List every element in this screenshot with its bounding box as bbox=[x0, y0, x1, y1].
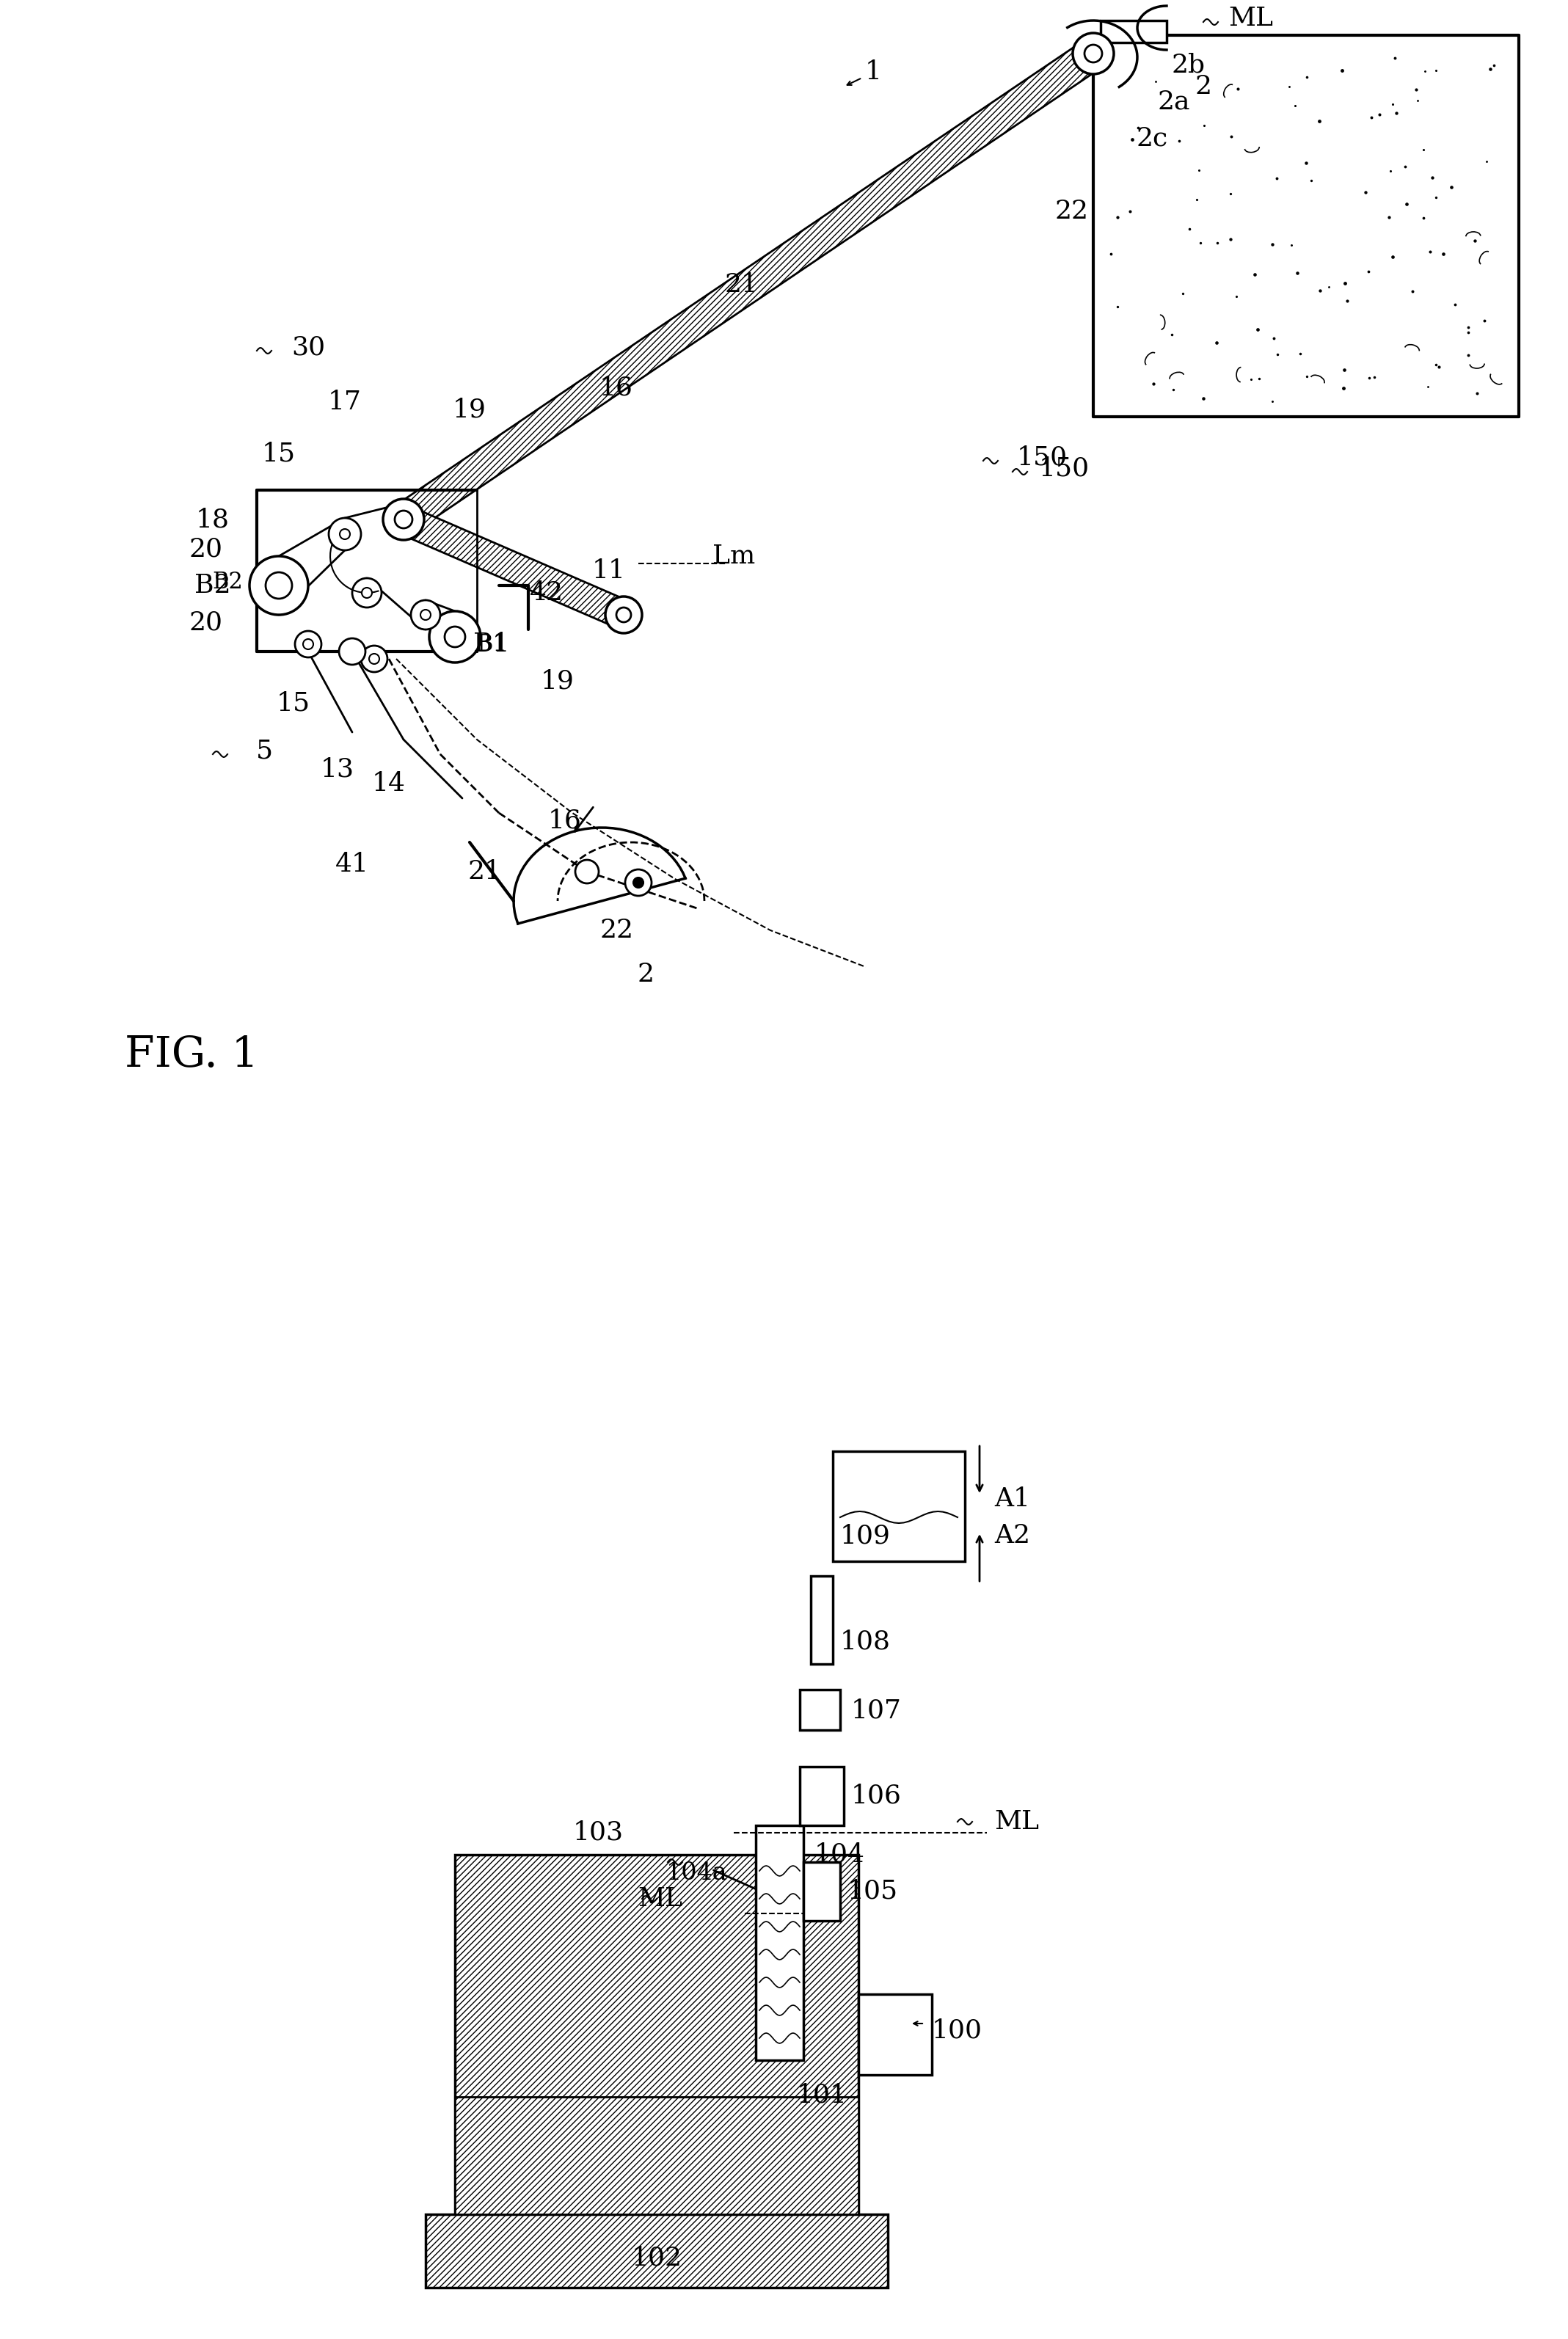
Circle shape bbox=[295, 632, 321, 657]
Circle shape bbox=[303, 639, 314, 650]
Text: 2b: 2b bbox=[1171, 51, 1206, 77]
Circle shape bbox=[353, 578, 381, 608]
Text: B1: B1 bbox=[477, 634, 506, 655]
Text: 13: 13 bbox=[320, 755, 354, 781]
Text: 150: 150 bbox=[1016, 444, 1068, 470]
Text: 22: 22 bbox=[599, 917, 633, 943]
Bar bbox=[800, 1689, 840, 1731]
Bar bbox=[858, 1995, 931, 2075]
Text: A2: A2 bbox=[994, 1523, 1030, 1548]
Text: 22: 22 bbox=[1054, 199, 1088, 225]
Bar bbox=[455, 1855, 858, 2215]
Text: B2: B2 bbox=[194, 573, 230, 599]
Bar bbox=[1101, 21, 1167, 42]
Text: 104: 104 bbox=[814, 1843, 866, 1867]
Text: 21: 21 bbox=[724, 271, 757, 297]
Text: 5: 5 bbox=[256, 739, 273, 763]
Circle shape bbox=[368, 653, 379, 664]
Circle shape bbox=[361, 646, 387, 671]
Circle shape bbox=[1073, 33, 1113, 75]
Text: 18: 18 bbox=[196, 508, 229, 531]
Text: 15: 15 bbox=[276, 690, 310, 716]
Text: 11: 11 bbox=[593, 559, 626, 582]
Bar bbox=[425, 2215, 887, 2288]
Text: 41: 41 bbox=[336, 851, 368, 877]
Circle shape bbox=[340, 529, 350, 540]
Text: 2: 2 bbox=[1195, 75, 1212, 98]
Bar bbox=[833, 1450, 964, 1562]
Text: A1: A1 bbox=[994, 1488, 1030, 1511]
Circle shape bbox=[420, 610, 431, 620]
Text: 30: 30 bbox=[292, 334, 325, 360]
Text: 1: 1 bbox=[864, 58, 881, 84]
Circle shape bbox=[633, 877, 643, 889]
Text: 108: 108 bbox=[840, 1630, 891, 1654]
Text: ML: ML bbox=[638, 1885, 682, 1911]
Text: 103: 103 bbox=[572, 1820, 624, 1845]
Text: 107: 107 bbox=[851, 1698, 902, 1724]
Circle shape bbox=[616, 608, 630, 622]
Text: 17: 17 bbox=[328, 391, 362, 414]
Text: 101: 101 bbox=[797, 2082, 847, 2107]
Text: 106: 106 bbox=[851, 1785, 902, 1808]
Bar bbox=[811, 1576, 833, 1663]
Bar bbox=[800, 1766, 844, 1824]
Circle shape bbox=[329, 517, 361, 550]
Text: 20: 20 bbox=[188, 536, 223, 561]
Bar bbox=[455, 2096, 858, 2215]
Text: ML: ML bbox=[994, 1810, 1040, 1834]
Polygon shape bbox=[398, 505, 629, 629]
Circle shape bbox=[430, 610, 481, 662]
Text: 16: 16 bbox=[549, 807, 582, 833]
Bar bbox=[803, 1862, 840, 1920]
Circle shape bbox=[395, 510, 412, 529]
Text: 19: 19 bbox=[453, 398, 486, 421]
Text: 42: 42 bbox=[530, 580, 563, 606]
Text: 150: 150 bbox=[1038, 456, 1090, 479]
Circle shape bbox=[362, 587, 372, 599]
Circle shape bbox=[339, 639, 365, 664]
Circle shape bbox=[249, 557, 309, 615]
Circle shape bbox=[575, 861, 599, 884]
Polygon shape bbox=[395, 40, 1102, 533]
Text: 16: 16 bbox=[599, 374, 633, 400]
Circle shape bbox=[626, 870, 652, 896]
Circle shape bbox=[383, 498, 423, 540]
Text: 100: 100 bbox=[931, 2019, 983, 2044]
Text: B2: B2 bbox=[212, 571, 243, 594]
Text: 102: 102 bbox=[632, 2245, 682, 2271]
Text: B1: B1 bbox=[474, 632, 510, 657]
Bar bbox=[756, 1824, 803, 2061]
Circle shape bbox=[605, 596, 641, 634]
Text: 104a: 104a bbox=[666, 1862, 728, 1885]
Circle shape bbox=[445, 627, 466, 648]
Circle shape bbox=[265, 573, 292, 599]
Text: Lm: Lm bbox=[712, 543, 756, 568]
Text: FIG. 1: FIG. 1 bbox=[125, 1034, 259, 1076]
Circle shape bbox=[411, 601, 441, 629]
Text: 21: 21 bbox=[467, 858, 502, 884]
Text: 109: 109 bbox=[840, 1523, 891, 1548]
Text: 15: 15 bbox=[262, 442, 296, 465]
Text: 14: 14 bbox=[372, 772, 406, 795]
Text: 20: 20 bbox=[188, 610, 223, 634]
Text: ML: ML bbox=[1229, 7, 1273, 30]
Text: 2: 2 bbox=[637, 961, 654, 987]
Text: 105: 105 bbox=[847, 1878, 898, 1904]
Text: 19: 19 bbox=[541, 669, 574, 692]
Circle shape bbox=[1085, 44, 1102, 63]
Text: 2a: 2a bbox=[1157, 89, 1190, 115]
Text: 2c: 2c bbox=[1137, 126, 1168, 150]
